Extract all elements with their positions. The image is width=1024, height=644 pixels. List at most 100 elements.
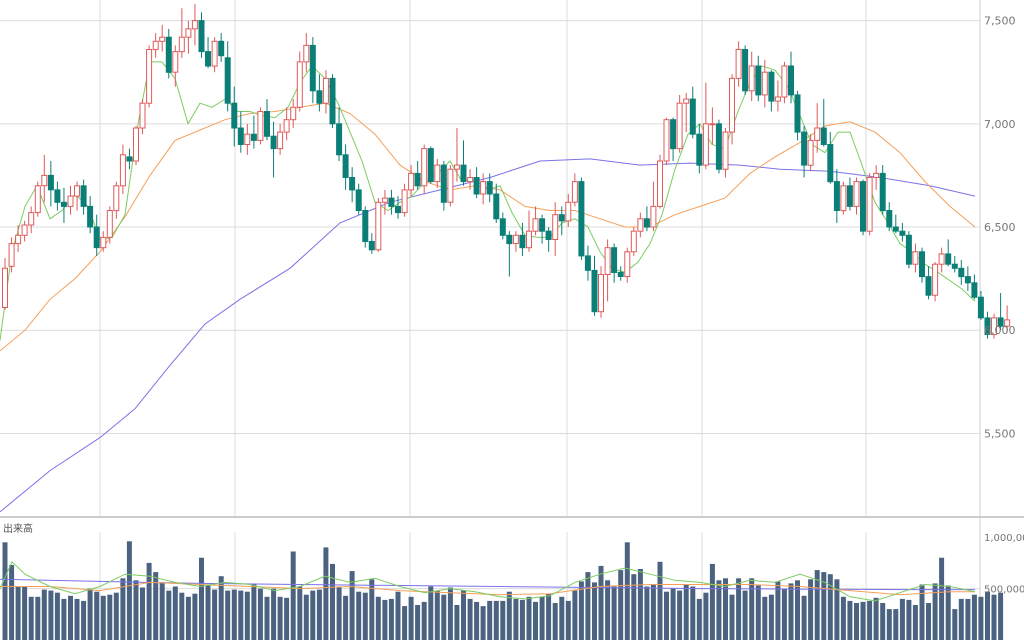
candle-up xyxy=(290,106,297,121)
volume-bar xyxy=(146,562,152,640)
volume-bar xyxy=(133,580,139,640)
candle-down xyxy=(951,263,958,269)
volume-bar xyxy=(723,578,728,640)
candle-up xyxy=(912,251,919,265)
volume-bar xyxy=(271,588,277,640)
volume-bar xyxy=(978,596,984,640)
candle-up xyxy=(467,177,474,183)
volume-bar xyxy=(552,603,558,640)
volume-bar xyxy=(126,541,132,640)
candle-up xyxy=(178,36,185,53)
candle-up xyxy=(565,201,572,222)
volume-bar xyxy=(467,598,473,640)
candle-down xyxy=(336,123,343,156)
candle-down xyxy=(362,210,369,242)
volume-bar xyxy=(755,585,761,640)
volume-bar xyxy=(677,590,683,640)
price-tick-label: 6,500 xyxy=(984,221,1016,234)
volume-bar xyxy=(179,592,185,640)
volume-ma-short-line xyxy=(0,560,976,602)
candle-down xyxy=(237,127,244,145)
candle-up xyxy=(421,148,428,187)
candle-down xyxy=(54,189,61,203)
candle-up xyxy=(152,40,159,51)
candle-down xyxy=(788,65,794,96)
volume-bar xyxy=(716,580,722,640)
price-axis: 7,500 7,000 6,500 6,000 5,500 xyxy=(984,15,1016,441)
volume-bar xyxy=(912,605,918,640)
volume-bar xyxy=(886,609,892,640)
candle-up xyxy=(15,234,22,245)
volume-bar xyxy=(402,606,408,640)
volume-bar xyxy=(926,603,931,640)
candle-up xyxy=(650,205,657,228)
volume-bar xyxy=(880,603,886,640)
candle-up xyxy=(381,197,388,203)
volume-bar xyxy=(330,563,335,640)
volume-moving-average-lines xyxy=(0,560,976,602)
volume-bar xyxy=(808,579,814,640)
candle-down xyxy=(218,40,225,57)
volume-bar xyxy=(441,594,447,640)
candle-down xyxy=(414,172,421,187)
volume-bar xyxy=(768,594,774,640)
candle-up xyxy=(866,177,873,232)
candle-down xyxy=(250,133,257,141)
volume-bar xyxy=(939,557,945,640)
volume-bar xyxy=(277,596,283,640)
candle-up xyxy=(853,181,860,207)
volume-bar xyxy=(840,596,846,640)
volume-bar xyxy=(454,605,460,640)
volume-bar xyxy=(709,563,715,640)
volume-bar xyxy=(35,596,41,640)
candle-up xyxy=(729,77,735,133)
volume-bar xyxy=(205,585,211,640)
volume-bar xyxy=(860,601,866,640)
volume-bar xyxy=(343,595,349,640)
candle-down xyxy=(47,174,54,191)
candlesticks xyxy=(2,4,1011,339)
candle-down xyxy=(395,205,401,214)
volume-panel-label: 出来高 xyxy=(3,524,33,535)
volume-bar xyxy=(2,542,8,640)
candle-down xyxy=(231,102,238,129)
volume-bar xyxy=(408,596,414,640)
volume-bar xyxy=(546,593,552,640)
volume-bar xyxy=(985,591,990,640)
candle-up xyxy=(375,201,382,251)
volume-bar xyxy=(664,591,669,640)
volume-bar xyxy=(480,606,486,640)
candle-up xyxy=(283,119,290,133)
volume-bar xyxy=(559,596,565,640)
ma-short-line xyxy=(0,61,976,341)
candle-up xyxy=(683,98,690,104)
volume-bar xyxy=(670,588,676,640)
volume-bar xyxy=(762,596,768,640)
candle-down xyxy=(316,90,323,104)
volume-bar xyxy=(565,600,571,640)
volume-bar xyxy=(9,564,15,640)
candle-down xyxy=(342,154,349,179)
volume-bar xyxy=(729,594,735,640)
candle-down xyxy=(755,65,762,96)
candle-down xyxy=(126,156,133,162)
candle-down xyxy=(493,193,500,220)
volume-bar xyxy=(421,601,427,640)
volume-bar xyxy=(533,601,538,640)
candle-up xyxy=(814,127,821,141)
volume-bar xyxy=(611,586,617,640)
volume-bar xyxy=(801,595,807,640)
volume-bar xyxy=(41,589,47,640)
candle-down xyxy=(971,282,978,298)
volume-bar xyxy=(893,609,899,640)
volume-ma-mid-line xyxy=(0,581,975,596)
candle-up xyxy=(139,102,146,129)
candle-up xyxy=(630,230,637,253)
volume-bar xyxy=(834,579,840,640)
volume-bar xyxy=(212,589,218,640)
candle-down xyxy=(584,255,591,271)
volume-bar xyxy=(388,598,394,640)
volume-bar xyxy=(644,586,650,640)
